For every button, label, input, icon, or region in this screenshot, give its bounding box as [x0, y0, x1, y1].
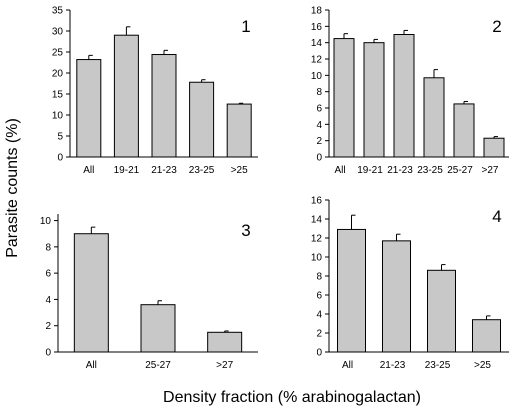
category-label: 21-23 — [380, 360, 406, 371]
y-tick-label: 2 — [316, 136, 322, 147]
bar — [423, 77, 445, 158]
x-axis-title: Density fraction (% arabinogalactan) — [163, 389, 421, 406]
bar — [382, 240, 411, 353]
y-tick-label: 0 — [316, 348, 322, 359]
bar — [363, 42, 385, 158]
y-tick-label: 16 — [311, 196, 323, 207]
y-tick-label: 5 — [57, 132, 63, 143]
bar — [337, 228, 366, 353]
y-tick-label: 12 — [311, 234, 323, 245]
category-label: 23-25 — [425, 360, 451, 371]
y-tick-label: 10 — [52, 111, 64, 122]
y-tick-label: 14 — [311, 215, 323, 226]
panel-label: 3 — [241, 221, 250, 240]
category-label: >25 — [474, 360, 491, 371]
category-label: 21-23 — [387, 165, 413, 176]
bar — [73, 233, 109, 353]
y-tick-label: 4 — [316, 310, 322, 321]
panel-label: 2 — [492, 17, 501, 36]
category-label: All — [83, 165, 94, 176]
bar — [207, 331, 243, 353]
y-tick-label: 15 — [52, 90, 64, 101]
category-label: 19-21 — [357, 165, 383, 176]
y-tick-label: 8 — [316, 87, 322, 98]
panel-4: 0 2 4 6 8 10 12 14 16 All 21-23 23-25 >25 4 — [311, 196, 509, 371]
y-tick-label: 6 — [316, 291, 322, 302]
y-tick-label: 0 — [316, 153, 322, 164]
category-label: 25-27 — [145, 360, 171, 371]
bar — [76, 59, 102, 158]
y-tick-label: 0 — [45, 348, 51, 359]
y-tick-label: 12 — [311, 55, 323, 66]
bar — [226, 103, 252, 158]
y-tick-label: 20 — [52, 69, 64, 80]
category-label: 25-27 — [447, 165, 473, 176]
bar — [472, 319, 501, 353]
bar — [393, 34, 415, 158]
y-tick-label: 18 — [311, 6, 323, 17]
category-label: >25 — [231, 165, 248, 176]
y-tick-label: 35 — [52, 6, 64, 17]
y-tick-label: 10 — [311, 253, 323, 264]
bar — [333, 38, 355, 158]
category-label: All — [334, 165, 345, 176]
y-axis-title: Parasite counts (%) — [4, 118, 21, 258]
y-tick-label: 6 — [45, 269, 51, 280]
y-tick-label: 16 — [311, 22, 323, 33]
bar — [453, 103, 475, 158]
y-tick-label: 30 — [52, 27, 64, 38]
category-label: All — [86, 360, 97, 371]
category-label: All — [342, 360, 353, 371]
panel-label: 4 — [492, 207, 501, 226]
category-label: >27 — [216, 360, 233, 371]
y-tick-label: 4 — [316, 120, 322, 131]
category-label: >27 — [482, 165, 499, 176]
y-tick-label: 0 — [57, 153, 63, 164]
bar — [427, 269, 456, 353]
y-tick-label: 6 — [316, 104, 322, 115]
y-tick-label: 8 — [45, 242, 51, 253]
y-tick-label: 4 — [45, 295, 51, 306]
bar — [113, 34, 139, 158]
y-tick-label: 8 — [316, 272, 322, 283]
bar — [140, 304, 176, 353]
category-label: 21-23 — [151, 165, 177, 176]
panel-2: 0 2 4 6 8 10 12 14 16 18 All 19-21 21-23 23-25 25-27 >2… — [311, 6, 509, 176]
category-label: 19-21 — [114, 165, 140, 176]
y-tick-label: 10 — [311, 71, 323, 82]
y-tick-label: 2 — [316, 329, 322, 340]
category-label: 23-25 — [417, 165, 443, 176]
y-tick-label: 25 — [52, 48, 64, 59]
panel-label: 1 — [241, 17, 250, 36]
panel-3: 0 2 4 6 8 10 All 25-27 >27 3 — [40, 214, 258, 371]
panel-1: 0 5 10 15 20 25 30 35 All 19-21 21-23 23-25 >25 1 — [52, 6, 258, 176]
bar — [483, 137, 505, 158]
bar — [189, 81, 215, 158]
y-tick-label: 10 — [40, 216, 52, 227]
y-tick-label: 2 — [45, 321, 51, 332]
bar — [151, 54, 177, 158]
category-label: 23-25 — [189, 165, 215, 176]
y-tick-label: 14 — [311, 38, 323, 49]
